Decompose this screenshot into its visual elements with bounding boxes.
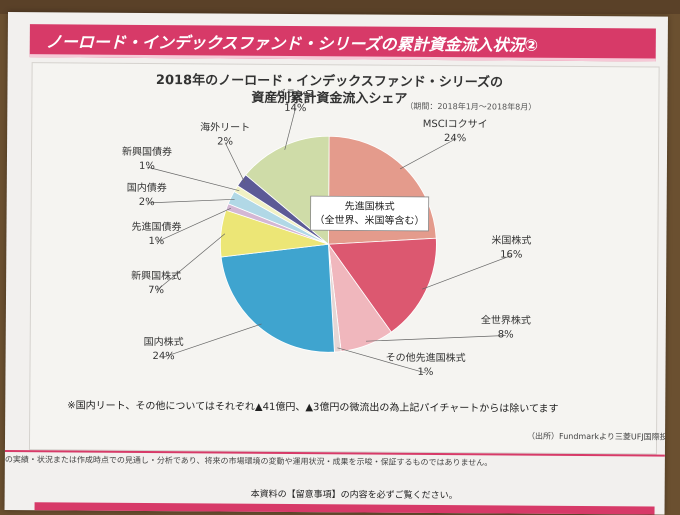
slice-name-label: 海外リート [200,120,250,133]
pie-slice [220,243,335,353]
slice-value-label: 2% [217,136,233,147]
slice-value-label: 24% [152,351,174,362]
leader-line [146,166,240,192]
slice-name-label: 米国株式 [491,233,531,246]
slice-name-label: その他先進国株式 [386,351,466,365]
leader-line [284,108,296,150]
slice-name-label: 新興国株式 [131,269,181,282]
slice-value-label: 1% [148,236,164,247]
slice-value-label: 2% [139,197,155,208]
document-page: ノーロード・インデックスファンド・シリーズの累計資金流入状況② 2018年のノー… [4,12,668,515]
leader-line [422,255,512,290]
leader-line [337,347,426,374]
slice-name-label: 国内株式 [144,335,184,348]
leader-line [365,335,506,342]
slice-value-label: 24% [444,133,466,144]
bottom-notice: 本資料の【留意事項】の内容を必ずご覧ください。 [250,489,458,502]
leader-line [155,233,226,292]
pie-slice [245,135,330,246]
pie-chart: MSCIコクサイ 24% 米国株式 16% 全世界株式 8% その他先進国株式 1% 国内株式 2… [122,88,531,378]
center-label-line1: 先進国株式 [345,199,395,212]
slice-value-label: 1% [418,367,434,378]
leader-line [146,198,235,204]
slice-value-label: 7% [148,285,164,296]
center-label-box [310,195,430,232]
leader-line [163,323,262,358]
slice-name-label: 先進国債券 [131,220,181,233]
slice-name-label: 新興国債券 [122,145,172,158]
slice-value-label: 1% [139,161,155,172]
pie-slice [327,237,437,333]
source-note: （出所）Fundmarkより三菱UFJ国際投 [527,431,668,442]
slice-value-label: 14% [284,103,306,114]
leader-line [399,138,456,170]
leader-line [156,208,231,243]
slice-name-label: MSCIコクサイ [423,118,488,130]
center-label-line2: （全世界、米国等含む） [315,213,425,227]
slice-value-label: 8% [498,329,514,340]
table-surface [0,0,680,14]
slice-name-label: 国内債券 [127,181,167,194]
disclaimer-text: の実績・状況または作成時点での見通し・分析であり、将来の市場環境の変動や運用状況… [4,454,493,468]
slice-name-label: バランス [275,88,315,100]
slice-value-label: 16% [500,249,522,260]
leader-line [224,142,245,183]
next-page-header-bar [34,502,655,515]
slice-name-label: 全世界株式 [481,313,531,326]
